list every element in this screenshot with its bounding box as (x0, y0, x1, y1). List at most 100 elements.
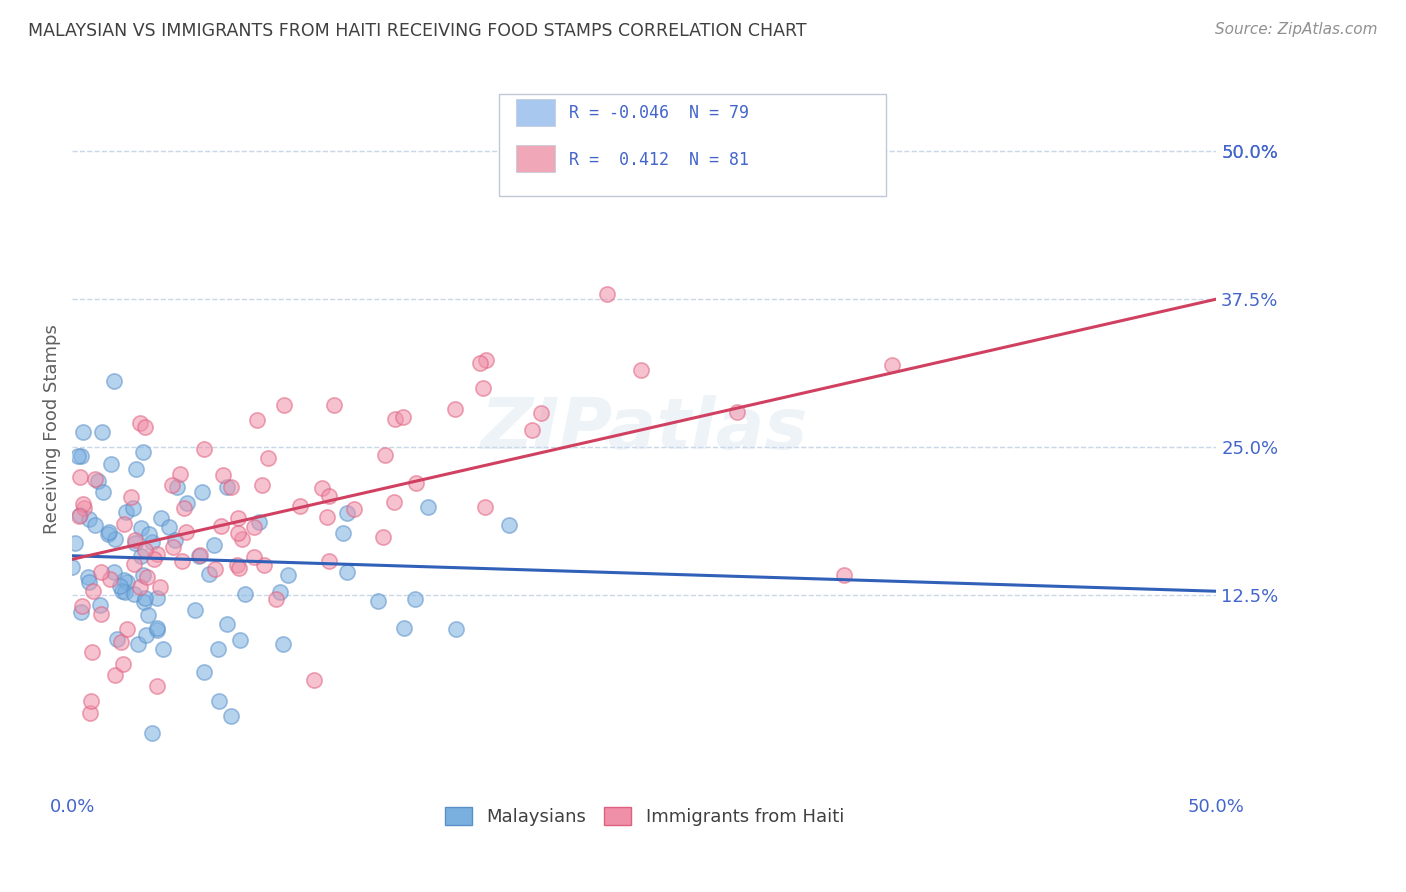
Malaysians (114, 585, 136, 599)
Immigrants from Haiti (288, 499, 311, 513)
Malaysians (70, 605, 93, 619)
Immigrants from Haiti (323, 398, 346, 412)
Immigrants from Haiti (67, 509, 90, 524)
Malaysians (134, 594, 156, 608)
Immigrants from Haiti (90, 607, 112, 621)
Malaysians (418, 500, 440, 514)
Malaysians (135, 628, 157, 642)
Malaysians (91, 485, 114, 500)
Malaysians (69, 508, 91, 522)
Malaysians (72, 425, 94, 439)
Malaysians (77, 570, 100, 584)
Immigrants from Haiti (444, 402, 467, 417)
Malaysians (219, 709, 242, 723)
Malaysians (163, 533, 186, 547)
Immigrants from Haiti (169, 467, 191, 481)
Immigrants from Haiti (318, 489, 340, 503)
Immigrants from Haiti (226, 558, 249, 572)
Text: R = -0.046  N = 79: R = -0.046 N = 79 (569, 104, 749, 122)
Immigrants from Haiti (136, 570, 159, 584)
Immigrants from Haiti (90, 565, 112, 579)
Malaysians (103, 374, 125, 388)
Malaysians (87, 475, 110, 489)
Immigrants from Haiti (266, 591, 288, 606)
Immigrants from Haiti (725, 405, 748, 419)
Immigrants from Haiti (880, 358, 903, 372)
Immigrants from Haiti (318, 554, 340, 568)
Malaysians (193, 665, 215, 680)
Text: ZIPatlas: ZIPatlas (481, 395, 808, 464)
Malaysians (111, 584, 134, 599)
Text: MALAYSIAN VS IMMIGRANTS FROM HAITI RECEIVING FOOD STAMPS CORRELATION CHART: MALAYSIAN VS IMMIGRANTS FROM HAITI RECEI… (28, 22, 807, 40)
Immigrants from Haiti (209, 519, 232, 533)
Immigrants from Haiti (212, 467, 235, 482)
Immigrants from Haiti (170, 553, 193, 567)
Immigrants from Haiti (83, 472, 105, 486)
Malaysians (125, 462, 148, 476)
Immigrants from Haiti (204, 562, 226, 576)
Immigrants from Haiti (382, 494, 405, 508)
Malaysians (184, 603, 207, 617)
Malaysians (136, 607, 159, 622)
Malaysians (498, 518, 520, 533)
Immigrants from Haiti (80, 694, 103, 708)
Immigrants from Haiti (252, 478, 274, 492)
Malaysians (141, 726, 163, 740)
Malaysians (332, 525, 354, 540)
Malaysians (132, 445, 155, 459)
Malaysians (67, 450, 90, 464)
Malaysians (103, 566, 125, 580)
Immigrants from Haiti (124, 557, 146, 571)
Immigrants from Haiti (391, 409, 413, 424)
Y-axis label: Receiving Food Stamps: Receiving Food Stamps (44, 325, 60, 534)
Malaysians (187, 549, 209, 563)
Malaysians (104, 532, 127, 546)
Malaysians (152, 641, 174, 656)
Malaysians (191, 485, 214, 500)
Immigrants from Haiti (630, 363, 652, 377)
Immigrants from Haiti (474, 500, 496, 514)
Malaysians (112, 573, 135, 587)
Immigrants from Haiti (311, 481, 333, 495)
Malaysians (84, 517, 107, 532)
Text: R =  0.412  N = 81: R = 0.412 N = 81 (569, 151, 749, 169)
Immigrants from Haiti (193, 442, 215, 456)
Immigrants from Haiti (228, 561, 250, 575)
Immigrants from Haiti (69, 470, 91, 484)
Malaysians (197, 566, 219, 581)
Legend: Malaysians, Immigrants from Haiti: Malaysians, Immigrants from Haiti (436, 797, 853, 835)
Immigrants from Haiti (110, 635, 132, 649)
Immigrants from Haiti (129, 416, 152, 430)
Malaysians (115, 574, 138, 589)
Malaysians (336, 565, 359, 579)
Malaysians (404, 592, 426, 607)
Malaysians (269, 585, 291, 599)
Immigrants from Haiti (98, 573, 121, 587)
Immigrants from Haiti (134, 543, 156, 558)
Immigrants from Haiti (173, 501, 195, 516)
Immigrants from Haiti (371, 530, 394, 544)
Malaysians (129, 549, 152, 563)
Malaysians (138, 526, 160, 541)
Malaysians (131, 568, 153, 582)
Immigrants from Haiti (374, 449, 396, 463)
Immigrants from Haiti (242, 549, 264, 564)
Text: Source: ZipAtlas.com: Source: ZipAtlas.com (1215, 22, 1378, 37)
Malaysians (114, 505, 136, 519)
Immigrants from Haiti (405, 475, 427, 490)
Immigrants from Haiti (188, 548, 211, 562)
Immigrants from Haiti (82, 584, 104, 599)
Malaysians (110, 579, 132, 593)
Malaysians (60, 560, 83, 574)
Malaysians (228, 633, 250, 648)
Malaysians (122, 501, 145, 516)
Immigrants from Haiti (221, 480, 243, 494)
Malaysians (63, 535, 86, 549)
Immigrants from Haiti (128, 581, 150, 595)
Malaysians (146, 621, 169, 635)
Malaysians (141, 534, 163, 549)
Immigrants from Haiti (134, 420, 156, 434)
Immigrants from Haiti (143, 552, 166, 566)
Malaysians (235, 587, 257, 601)
Immigrants from Haiti (302, 673, 325, 687)
